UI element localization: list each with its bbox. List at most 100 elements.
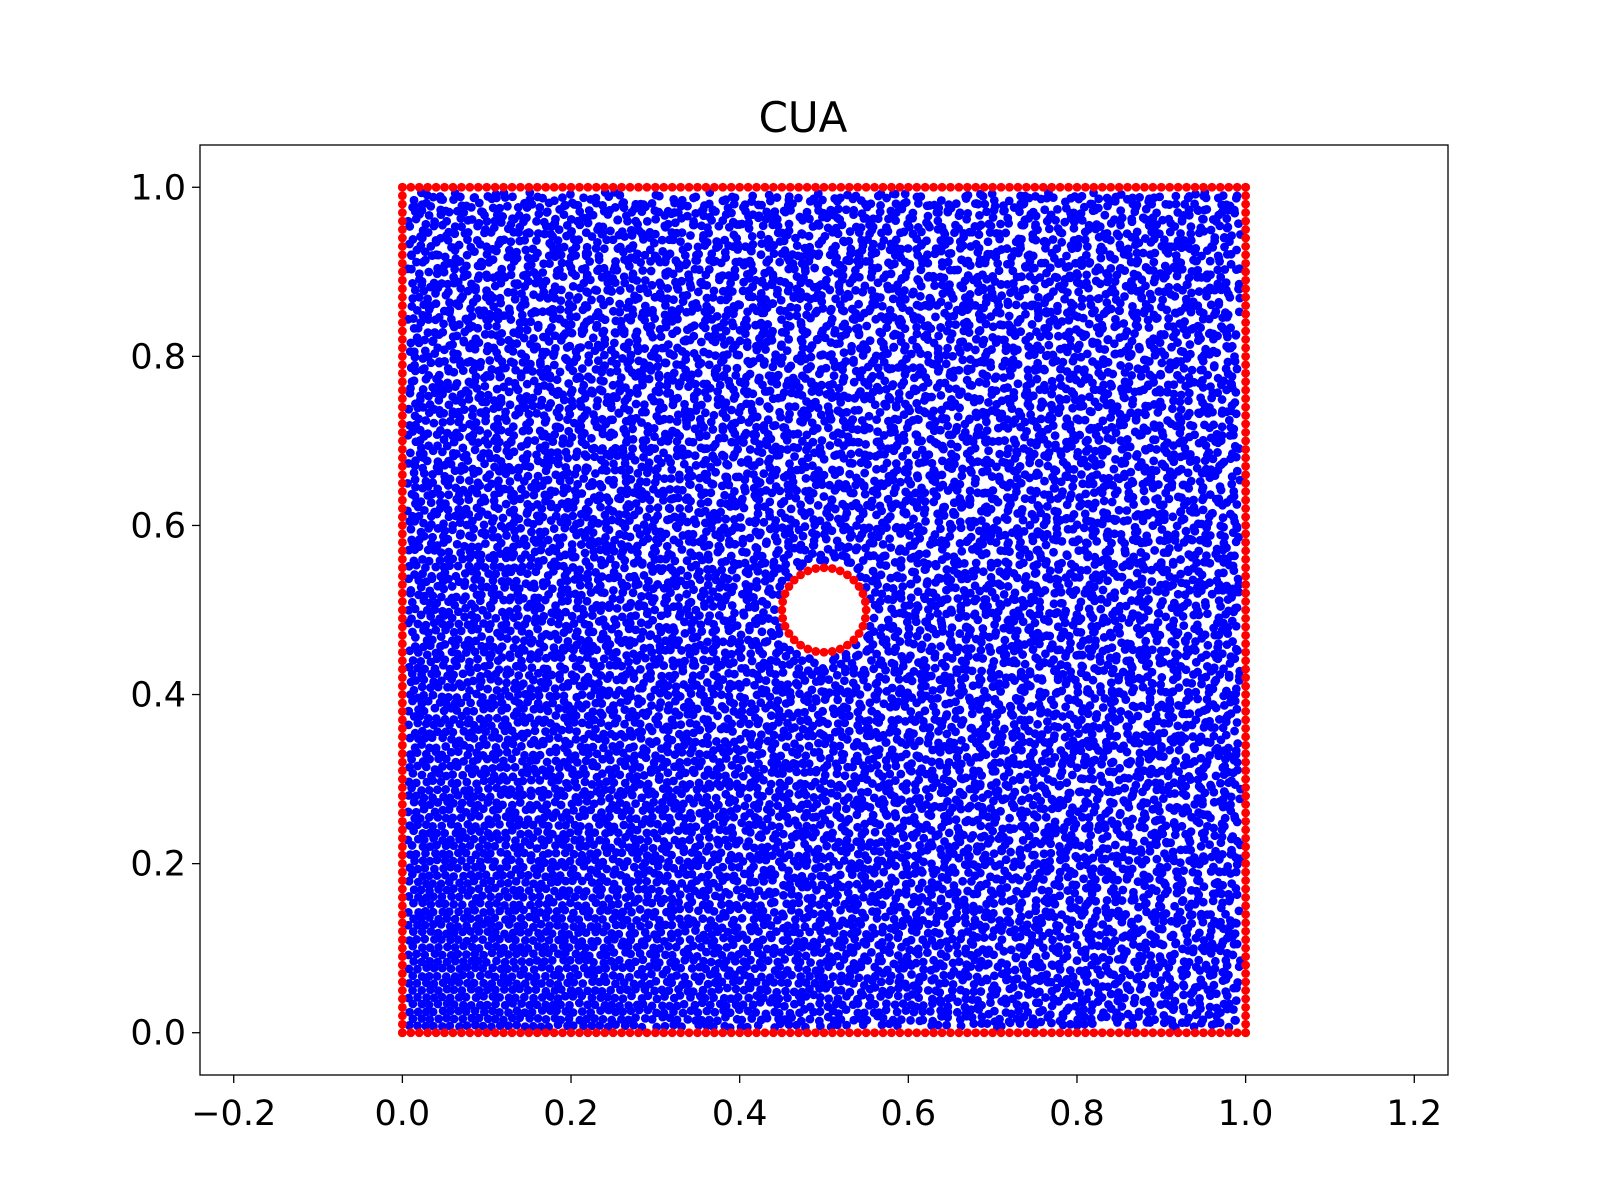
interior-point [843, 888, 853, 897]
interior-point [1188, 732, 1198, 741]
interior-point [453, 863, 463, 873]
interior-point [441, 742, 451, 751]
interior-point [1023, 680, 1033, 689]
interior-point [732, 804, 742, 813]
interior-point [553, 979, 563, 989]
interior-point [709, 878, 718, 888]
interior-point [575, 1015, 585, 1025]
interior-point [844, 726, 854, 736]
interior-point [568, 1021, 578, 1031]
interior-point [721, 1001, 731, 1011]
interior-point [524, 972, 533, 981]
interior-point [1109, 741, 1119, 750]
interior-point [587, 780, 597, 789]
interior-point [1165, 695, 1174, 705]
interior-point [1050, 817, 1060, 827]
interior-point [639, 744, 649, 753]
interior-point [570, 964, 579, 973]
interior-point [528, 936, 538, 945]
interior-point [1136, 846, 1145, 855]
interior-point [1222, 686, 1231, 696]
interior-point [615, 740, 625, 750]
interior-point [992, 874, 1002, 884]
interior-point [1120, 783, 1130, 793]
interior-point [1134, 738, 1144, 748]
interior-point [1170, 789, 1180, 798]
interior-point [835, 726, 845, 736]
interior-point [799, 936, 809, 946]
interior-point [1008, 753, 1018, 763]
interior-point [647, 969, 656, 979]
interior-point [845, 987, 855, 997]
interior-point [694, 778, 704, 788]
interior-point [484, 815, 494, 825]
interior-point [697, 757, 706, 767]
interior-point [1170, 982, 1180, 992]
interior-point [569, 908, 578, 918]
interior-point [551, 848, 561, 858]
interior-point [962, 752, 972, 762]
interior-point [498, 800, 507, 810]
interior-point [757, 972, 766, 982]
interior-point [598, 915, 607, 924]
interior-point [927, 757, 937, 767]
interior-point [687, 964, 697, 973]
interior-point [807, 872, 817, 882]
interior-point [835, 780, 844, 790]
interior-point [877, 1020, 887, 1030]
interior-point [597, 986, 607, 996]
interior-point [559, 691, 569, 701]
interior-point [1211, 771, 1221, 781]
interior-point [790, 816, 800, 826]
interior-point [551, 743, 561, 753]
interior-point [598, 1014, 608, 1024]
interior-point [934, 929, 944, 938]
interior-point [679, 999, 689, 1009]
interior-point [963, 815, 973, 825]
interior-point [832, 791, 842, 800]
interior-point [729, 706, 739, 716]
interior-point [834, 1009, 843, 1018]
interior-point [581, 887, 591, 896]
interior-point [586, 1008, 596, 1017]
interior-point [458, 770, 468, 780]
interior-point [647, 701, 656, 710]
interior-point [450, 943, 460, 952]
interior-point [804, 759, 814, 769]
interior-point [1003, 915, 1013, 925]
interior-point [844, 829, 854, 838]
interior-point [437, 750, 447, 760]
interior-point [893, 991, 903, 1001]
interior-point [1210, 677, 1220, 687]
interior-point [795, 732, 804, 742]
interior-point [635, 835, 645, 845]
interior-point [555, 771, 565, 781]
interior-point [889, 959, 899, 969]
interior-point [489, 771, 499, 781]
interior-point [748, 1000, 758, 1010]
interior-point [754, 759, 763, 768]
interior-point [500, 715, 510, 725]
interior-point [961, 987, 971, 997]
interior-point [820, 787, 830, 797]
interior-point [1156, 766, 1166, 776]
interior-point [815, 1007, 825, 1016]
interior-point [499, 756, 508, 766]
interior-point [1041, 951, 1051, 960]
interior-point [583, 986, 592, 996]
interior-point [538, 785, 548, 795]
interior-point [1114, 988, 1123, 997]
interior-point [868, 810, 878, 820]
interior-point [1102, 895, 1112, 905]
interior-point [488, 763, 498, 773]
interior-point [972, 972, 982, 982]
interior-point [814, 747, 824, 757]
interior-point [450, 972, 460, 982]
interior-point [1083, 685, 1093, 694]
interior-point [825, 851, 835, 861]
interior-point [679, 680, 689, 689]
interior-point [783, 921, 793, 931]
interior-point [658, 1001, 667, 1011]
interior-point [878, 795, 888, 804]
interior-point [1067, 991, 1077, 1001]
